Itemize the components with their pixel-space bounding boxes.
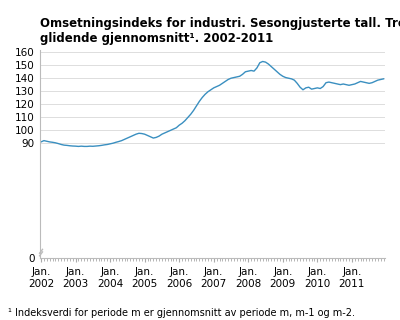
Text: Omsetningsindeks for industri. Sesongjusterte tall. Tremåneders
glidende gjennom: Omsetningsindeks for industri. Sesongjus… — [40, 15, 400, 44]
Text: ¹ Indeksverdi for periode m er gjennomsnitt av periode m, m-1 og m-2.: ¹ Indeksverdi for periode m er gjennomsn… — [8, 308, 355, 318]
